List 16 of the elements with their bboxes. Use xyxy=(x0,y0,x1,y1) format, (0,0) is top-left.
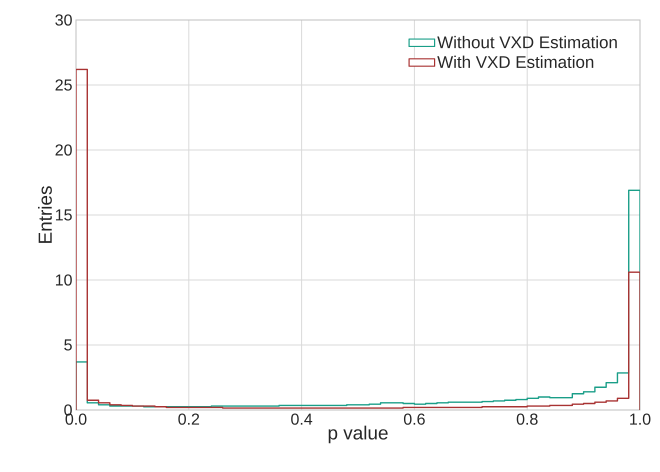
x-tick-label: 0.2 xyxy=(178,414,200,425)
y-tick-label: 30 xyxy=(55,14,72,26)
y-tick-label: 10 xyxy=(56,274,72,286)
legend-label: With VXD Estimation xyxy=(437,56,594,68)
x-tick-label: 1.0 xyxy=(630,414,650,425)
y-tick-label: 5 xyxy=(64,339,72,351)
y-tick-label: 20 xyxy=(56,144,72,156)
x-tick-label: 0.0 xyxy=(66,414,86,425)
x-tick-label: 0.4 xyxy=(291,414,312,425)
y-axis-title: Entries xyxy=(38,186,52,243)
x-tick-label: 0.6 xyxy=(404,414,425,425)
legend-label: Without VXD Estimation xyxy=(437,36,617,48)
y-tick-label: 15 xyxy=(56,209,72,221)
x-axis-title: p value xyxy=(328,426,388,444)
y-tick-label: 25 xyxy=(56,79,72,91)
x-tick-label: 0.8 xyxy=(516,414,538,425)
